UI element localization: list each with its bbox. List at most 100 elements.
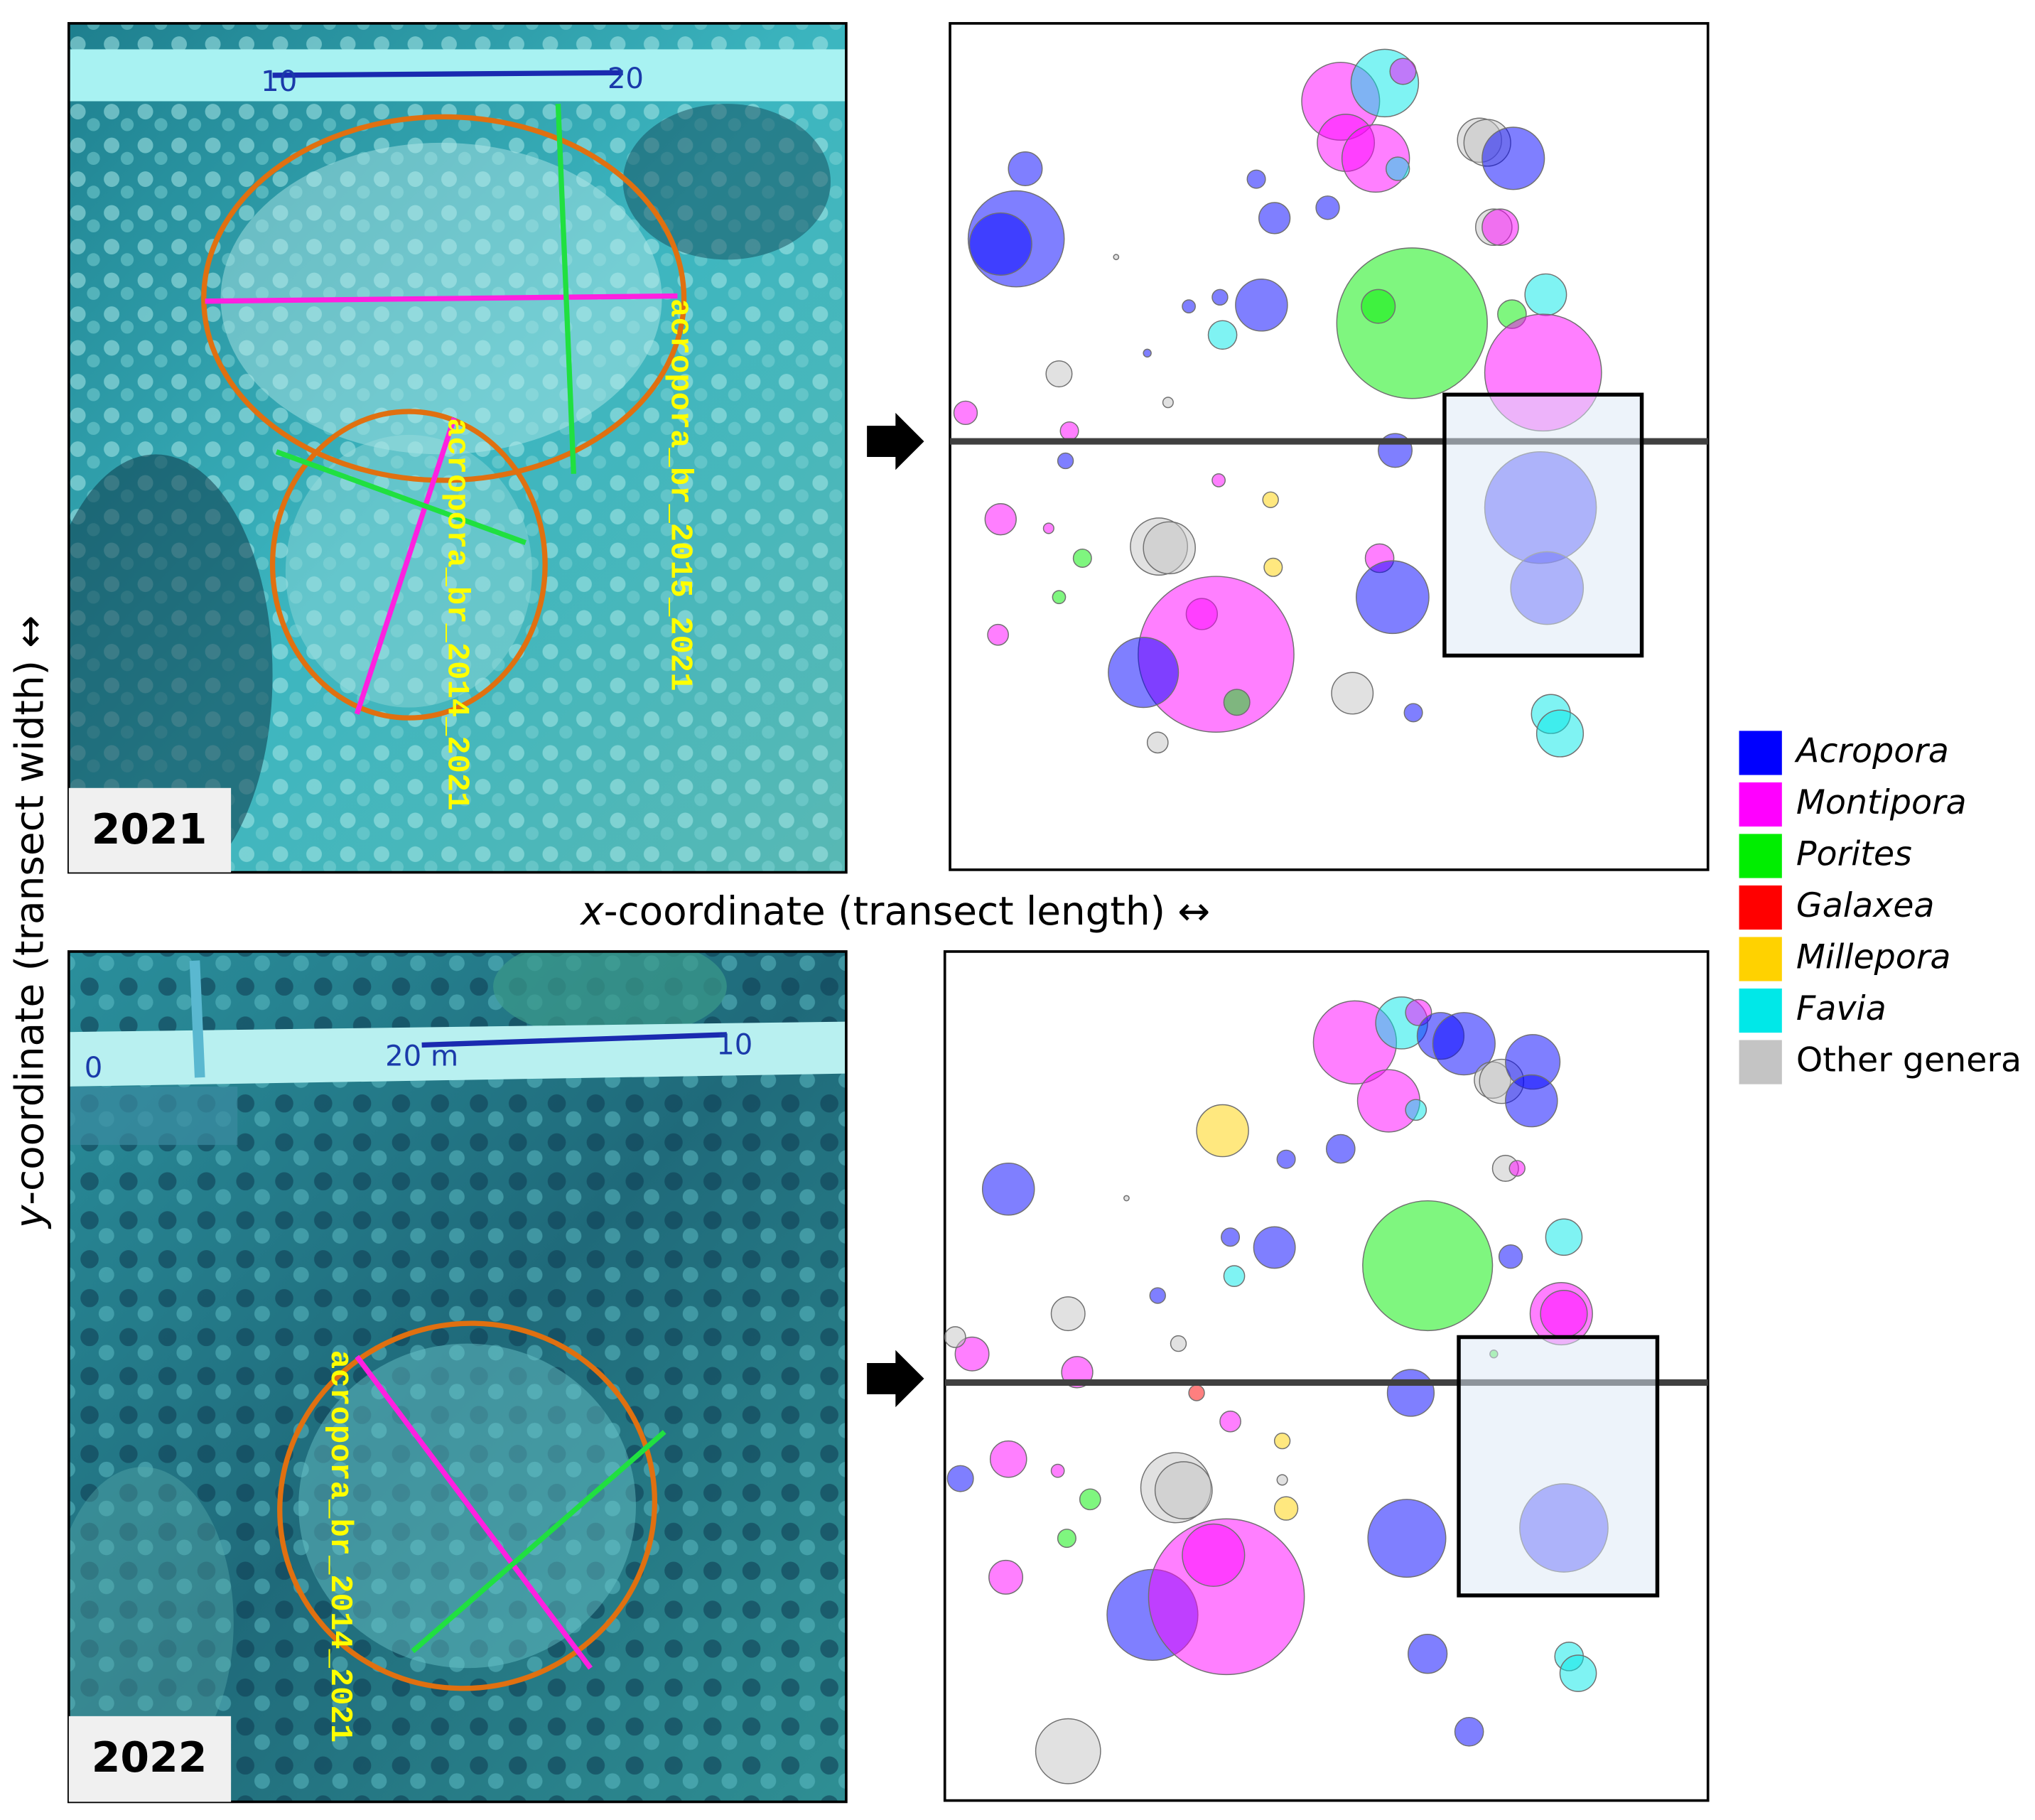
coral-bubble [1524, 273, 1567, 316]
coral-bubble [989, 1440, 1027, 1478]
coral-bubble [1481, 208, 1519, 246]
coral-bubble [1146, 731, 1169, 754]
coral-bubble [1386, 156, 1410, 181]
coral-bubble [1315, 195, 1340, 220]
coral-bubble [1273, 1432, 1291, 1450]
coral-bubble [1079, 1488, 1101, 1511]
y-axis-var: y [7, 1204, 53, 1229]
coral-bubble [1405, 1099, 1427, 1121]
coral-bubble [1149, 1287, 1166, 1304]
coral-bubble [1057, 1529, 1076, 1549]
arrow [867, 412, 924, 470]
coral-bubble [1336, 247, 1488, 399]
coral-bubble [1535, 709, 1585, 758]
coral-bubble [1143, 348, 1152, 358]
coral-bubble [1045, 360, 1073, 388]
y-axis-text: -coordinate (transect width) ↔ [7, 615, 53, 1205]
coral-bubble [946, 1465, 974, 1492]
coral-bubble [1188, 1384, 1205, 1401]
coral-bubble [1182, 299, 1196, 313]
coral-bubble [1170, 1335, 1187, 1352]
coral-bubble [1211, 289, 1229, 306]
coral-bubble [1072, 548, 1092, 568]
coral-bubble [981, 1162, 1035, 1216]
coral-bubble [1223, 689, 1251, 716]
ruler-label: 20 m [385, 1040, 458, 1073]
highlight-box [1442, 392, 1644, 658]
coral-bubble [1008, 151, 1043, 186]
coral-bubble [1050, 1463, 1065, 1478]
legend-label: Millepora [1796, 938, 1951, 977]
coral-bubble [1389, 58, 1417, 85]
legend-label: Montipora [1796, 783, 1967, 822]
x-axis-var: x [579, 888, 604, 934]
year-badge [68, 1716, 232, 1802]
coral-bubble [1331, 672, 1374, 715]
coral-bubble [954, 1336, 990, 1372]
coral-bubble [1325, 1134, 1356, 1164]
coral-bubble [1050, 1296, 1086, 1332]
coral-bubble [944, 1326, 966, 1348]
coral-bubble [1108, 637, 1180, 709]
coral-bubble [1253, 1226, 1296, 1269]
coral-bubble [1540, 1289, 1588, 1338]
coral-bubble [1545, 1218, 1583, 1256]
ruler-label: 20 [608, 63, 644, 95]
legend-label: Favia [1796, 989, 1886, 1028]
coral-bubble [1042, 522, 1054, 534]
legend-swatch [1739, 989, 1782, 1033]
legend-swatch [1739, 885, 1782, 930]
coral-bubble [1235, 279, 1288, 332]
coral-bubble [1223, 1265, 1246, 1287]
coral-bubble [1432, 1012, 1496, 1076]
legend-swatch [1739, 1040, 1782, 1084]
y-axis-label: y-coordinate (transect width) ↔ [7, 615, 53, 1229]
coral-bubble [1386, 1369, 1435, 1417]
coral-bubble [984, 503, 1017, 536]
coral-bubble [1143, 521, 1196, 575]
legend-swatch [1739, 834, 1782, 878]
ruler-label: 0 [85, 1052, 103, 1084]
coral-bubble [988, 1559, 1024, 1595]
coral-bubble [1196, 1104, 1249, 1158]
legend-swatch [1739, 782, 1782, 827]
legend-swatch [1739, 937, 1782, 981]
legend-label: Galaxea [1796, 886, 1935, 925]
ruler-label: 10 [261, 65, 297, 98]
arrow [867, 1350, 924, 1408]
year-label: 2021 [92, 805, 207, 854]
coral-bubble [1508, 1160, 1526, 1177]
coral-bubble [1052, 590, 1067, 605]
coral-bubble [1246, 169, 1266, 189]
coral-bubble [1113, 254, 1120, 261]
colony-tag: acropora_br_2014_2021 [322, 1350, 357, 1743]
coral-bubble [1154, 1461, 1213, 1519]
coral-bubble [1559, 1654, 1597, 1692]
legend-label: Porites [1796, 835, 1912, 874]
coral-bubble [1211, 473, 1226, 488]
coral-bubble [1408, 1634, 1448, 1674]
coral-bubble [1362, 1200, 1494, 1332]
legend: Acropora Montipora Porites Galaxea Millepora… [1739, 731, 2021, 1084]
coral-bubble [968, 212, 1032, 276]
legend-swatch [1739, 731, 1782, 775]
photo-2021: 10 20 acropora_br_2015_2021 acropora_br_… [68, 23, 846, 873]
coral-bubble [1273, 1496, 1299, 1521]
colony-tag: acropora_br_2014_2021 [438, 418, 473, 810]
colony-tag: acropora_br_2015_2021 [662, 298, 697, 691]
highlight-box [1457, 1335, 1660, 1598]
coral-bubble [1123, 1195, 1130, 1202]
coral-bubble [1263, 557, 1283, 577]
coral-bubble [1481, 126, 1545, 190]
coral-bubble [1505, 1074, 1558, 1128]
coral-bubble [1162, 397, 1174, 409]
coral-bubble [1207, 320, 1238, 350]
x-axis-label: x-coordinate (transect length) ↔ [579, 888, 1210, 934]
coral-bubble [1059, 421, 1079, 441]
x-axis-text: -coordinate (transect length) ↔ [604, 888, 1211, 934]
coral-bubble [1258, 202, 1291, 235]
legend-label: Other genera [1796, 1041, 2021, 1080]
year-label: 2022 [92, 1733, 207, 1782]
